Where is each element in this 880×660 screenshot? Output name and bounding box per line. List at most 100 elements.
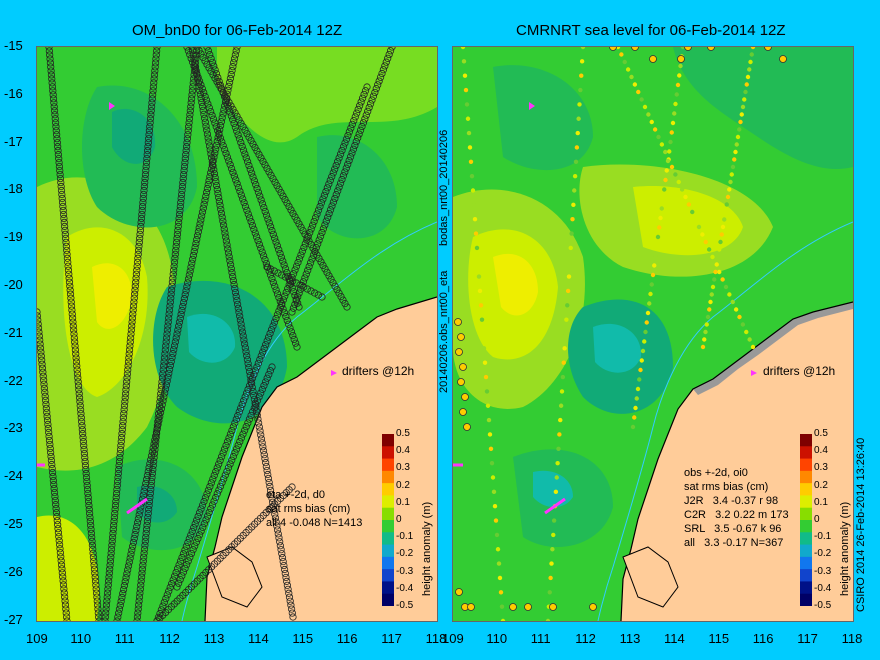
observation-marker	[455, 348, 463, 356]
track-observation	[231, 51, 239, 59]
colorbar-segment	[382, 458, 394, 472]
track-observation	[272, 286, 280, 294]
observation-marker	[657, 225, 662, 230]
observation-marker	[558, 417, 563, 423]
track-observation	[61, 601, 70, 609]
track-observation	[220, 145, 229, 154]
track-observation	[247, 218, 255, 226]
track-observation	[84, 489, 92, 498]
track-observation	[118, 593, 126, 602]
observation-marker	[719, 232, 724, 237]
track-observation	[278, 550, 286, 558]
observation-marker	[713, 269, 718, 275]
track-observation	[261, 161, 269, 169]
observation-marker	[709, 292, 714, 297]
track-observation	[277, 253, 286, 261]
track-observation	[271, 510, 279, 518]
observation-marker	[730, 164, 736, 170]
track-observation	[289, 270, 298, 278]
track-observation	[186, 107, 194, 115]
track-observation	[209, 115, 218, 123]
track-observation	[37, 324, 43, 332]
track-observation	[142, 158, 151, 167]
track-observation	[242, 423, 250, 431]
colorbar-segment	[800, 446, 812, 460]
observation-marker	[481, 346, 487, 351]
observation-marker	[640, 348, 646, 354]
track-observation	[311, 247, 319, 256]
track-observation	[237, 320, 245, 328]
track-observation	[37, 328, 43, 336]
track-observation	[134, 605, 142, 613]
track-observation	[68, 310, 76, 318]
satellite-tracks	[37, 47, 396, 621]
track-observation	[117, 438, 125, 446]
colorbar-tick: -0.2	[814, 548, 832, 560]
observation-marker	[745, 74, 751, 80]
track-observation	[244, 419, 252, 427]
track-observation	[224, 464, 233, 472]
track-observation	[135, 597, 143, 605]
colorbar-segment	[382, 446, 394, 460]
track-observation	[163, 591, 171, 599]
longitude-tick: 116	[752, 631, 774, 646]
observation-marker	[730, 299, 735, 305]
track-observation	[250, 225, 258, 233]
observation-marker	[637, 377, 642, 382]
track-observation	[173, 234, 181, 242]
track-observation	[48, 460, 56, 469]
track-observation	[86, 509, 94, 517]
track-observation	[253, 147, 261, 155]
stats-line: obs +-2d, oi0	[684, 467, 748, 479]
track-observation	[82, 465, 90, 474]
track-observation	[56, 166, 64, 175]
track-observation	[142, 533, 150, 541]
track-observation	[149, 87, 157, 95]
track-observation	[263, 374, 271, 382]
track-observation	[57, 561, 66, 569]
track-observation	[64, 262, 72, 270]
track-observation	[115, 457, 124, 466]
longitude-tick: 112	[575, 631, 596, 646]
track-observation	[187, 549, 196, 558]
track-observation	[103, 593, 111, 601]
track-observation	[169, 270, 177, 278]
track-observation	[252, 400, 260, 408]
track-observation	[274, 530, 282, 538]
track-observation	[334, 187, 342, 195]
track-observation	[247, 378, 255, 386]
track-observation	[43, 412, 51, 420]
longitude-tick: 117	[797, 631, 818, 646]
track-observation	[267, 490, 275, 498]
track-observation	[58, 194, 66, 203]
track-observation	[41, 392, 49, 400]
track-observation	[150, 75, 158, 83]
track-observation	[53, 135, 61, 143]
track-observation	[108, 541, 116, 549]
track-observation	[251, 143, 259, 152]
track-observation	[129, 310, 137, 318]
observation-marker	[480, 331, 486, 337]
latitude-tick: -26	[4, 563, 23, 579]
observation-marker	[703, 329, 708, 335]
track-observation	[142, 166, 150, 175]
track-observation	[177, 194, 185, 203]
track-observation	[381, 62, 389, 70]
track-observation	[250, 395, 259, 403]
track-observation	[155, 416, 163, 425]
left-colorbar-label: height anomaly (m)	[421, 501, 433, 596]
stats-line: J2R 3.4 -0.37 r 98	[684, 495, 779, 507]
track-observation	[195, 531, 204, 539]
observation-marker	[557, 432, 562, 437]
track-observation	[263, 466, 271, 475]
track-observation	[265, 267, 273, 275]
track-observation	[262, 259, 270, 268]
track-observation	[344, 160, 352, 168]
track-observation	[48, 75, 56, 83]
track-observation	[128, 314, 137, 322]
track-observation	[233, 47, 241, 51]
track-observation	[179, 568, 188, 576]
track-observation	[140, 545, 149, 553]
observation-marker	[706, 247, 712, 252]
track-observation	[239, 146, 248, 154]
